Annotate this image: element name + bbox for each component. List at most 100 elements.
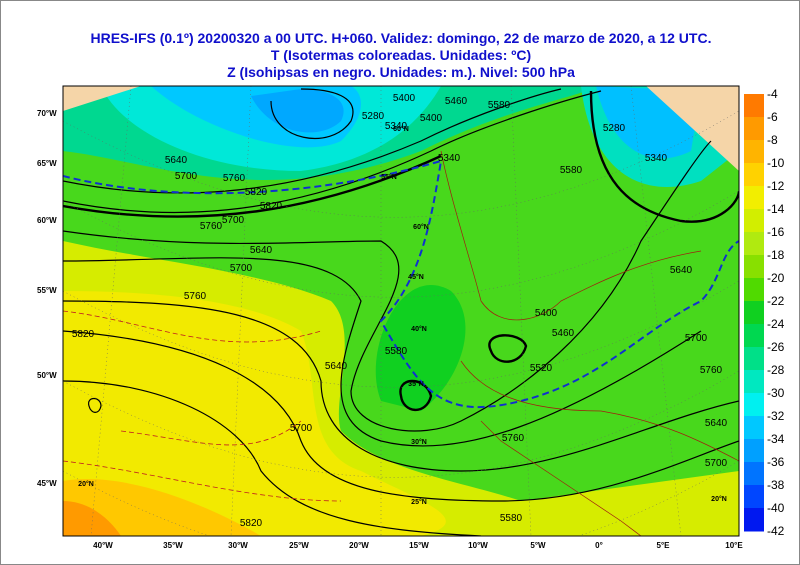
contour-label: 5820 <box>260 201 283 212</box>
colorbar-swatch <box>744 278 764 302</box>
colorbar-label: -34 <box>767 432 785 446</box>
colorbar-label: -36 <box>767 455 785 469</box>
colorbar-swatch <box>744 416 764 440</box>
contour-label: 5400 <box>393 93 416 104</box>
contour-label: 5280 <box>603 123 626 134</box>
colorbar-label: -22 <box>767 294 785 308</box>
colorbar-swatch <box>744 255 764 279</box>
colorbar-swatch <box>744 370 764 394</box>
contour-label: 5820 <box>245 187 268 198</box>
colorbar-label: -38 <box>767 478 785 492</box>
lat-label: 50°W <box>37 371 57 380</box>
contour-label: 5760 <box>502 433 525 444</box>
colorbar-swatch <box>744 232 764 256</box>
colorbar-swatch <box>744 163 764 187</box>
grid-label: 20°N <box>711 495 727 503</box>
grid-label: 60°N <box>413 223 429 231</box>
lon-label: 10°E <box>725 541 743 550</box>
contour-label: 5700 <box>705 458 728 469</box>
colorbar-swatch <box>744 508 764 532</box>
colorbar-swatch <box>744 94 764 118</box>
colorbar-swatch <box>744 393 764 417</box>
colorbar-label: -8 <box>767 133 778 147</box>
colorbar-label: -26 <box>767 340 785 354</box>
colorbar-label: -40 <box>767 501 785 515</box>
lon-label: 15°W <box>409 541 429 550</box>
colorbar-swatch <box>744 347 764 371</box>
grid-label: 55°N <box>381 173 397 181</box>
contour-label: 5400 <box>420 113 443 124</box>
contour-label: 5700 <box>685 333 708 344</box>
colorbar-label: -14 <box>767 202 785 216</box>
colorbar-label: -32 <box>767 409 785 423</box>
contour-label: 5820 <box>240 518 263 529</box>
lat-label: 55°W <box>37 286 57 295</box>
lat-label: 70°W <box>37 109 57 118</box>
colorbar-label: -24 <box>767 317 785 331</box>
contour-label: 5580 <box>385 346 408 357</box>
map-area <box>63 86 739 536</box>
colorbar-swatch <box>744 324 764 348</box>
contour-label: 5400 <box>535 308 558 319</box>
contour-label: 5640 <box>705 418 728 429</box>
contour-label: 5460 <box>445 96 468 107</box>
lon-label: 0° <box>595 541 603 550</box>
grid-label: 30°N <box>411 438 427 446</box>
contour-label: 5820 <box>72 329 95 340</box>
colorbar-label: -10 <box>767 156 785 170</box>
colorbar-swatch <box>744 439 764 463</box>
colorbar-swatch <box>744 301 764 325</box>
colorbar-label: -6 <box>767 110 778 124</box>
title-line: HRES-IFS (0.1º) 20200320 a 00 UTC. H+060… <box>91 30 712 46</box>
lon-label: 10°W <box>468 541 488 550</box>
title-line: Z (Isohipsas en negro. Unidades: m.). Ni… <box>227 64 575 80</box>
contour-label: 5640 <box>325 361 348 372</box>
colorbar-label: -12 <box>767 179 785 193</box>
colorbar-label: -16 <box>767 225 785 239</box>
map-frame <box>62 85 740 537</box>
contour-label: 5640 <box>250 245 273 256</box>
contour-label: 5580 <box>560 165 583 176</box>
contour-label: 5700 <box>230 263 253 274</box>
grid-label: 45°N <box>408 273 424 281</box>
lon-label: 20°W <box>349 541 369 550</box>
grid-label: 25°N <box>411 498 427 506</box>
colorbar-swatch <box>744 186 764 210</box>
contour-label: 5340 <box>645 153 668 164</box>
grid-label: 60°N <box>393 125 409 133</box>
lon-label: 5°W <box>530 541 546 550</box>
colorbar-label: -28 <box>767 363 785 377</box>
contour-label: 5700 <box>290 423 313 434</box>
grid-label: 40°N <box>411 325 427 333</box>
lat-label: 45°W <box>37 479 57 488</box>
contour-label: 5580 <box>488 100 511 111</box>
contour-label: 5340 <box>385 121 408 132</box>
lon-label: 35°W <box>163 541 183 550</box>
lon-label: 5°E <box>657 541 671 550</box>
contour-label: 5760 <box>700 365 723 376</box>
contour-label: 5760 <box>223 173 246 184</box>
colorbar-label: -20 <box>767 271 785 285</box>
contour-label: 5340 <box>438 153 461 164</box>
contour-label: 5640 <box>670 265 693 276</box>
colorbar-swatch <box>744 140 764 164</box>
contour-label: 5520 <box>530 363 553 374</box>
contour-label: 5280 <box>362 111 385 122</box>
title-line: T (Isotermas coloreadas. Unidades: ºC) <box>271 47 531 63</box>
colorbar-swatch <box>744 117 764 141</box>
contour-label: 5760 <box>200 221 223 232</box>
contour-label: 5460 <box>552 328 575 339</box>
contour-label: 5580 <box>500 513 523 524</box>
contour-label: 5700 <box>175 171 198 182</box>
lat-label: 65°W <box>37 159 57 168</box>
colorbar-label: -4 <box>767 87 778 101</box>
grid-label: 20°N <box>78 480 94 488</box>
lon-label: 25°W <box>289 541 309 550</box>
colorbar-label: -18 <box>767 248 785 262</box>
contour-label: 5760 <box>184 291 207 302</box>
colorbar-label: -42 <box>767 524 785 538</box>
colorbar-label: -30 <box>767 386 785 400</box>
contour-label: 5700 <box>222 215 245 226</box>
